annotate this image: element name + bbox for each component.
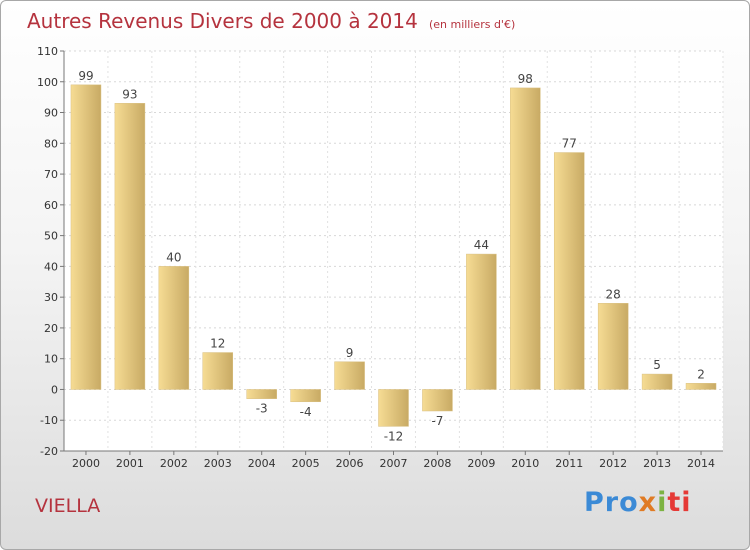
bar-2007 <box>378 389 409 427</box>
y-tick-label: -10 <box>40 414 58 427</box>
y-tick-label: 20 <box>44 322 58 335</box>
bar-2009 <box>466 253 497 390</box>
bar-2002 <box>158 266 190 390</box>
value-label-2006: 9 <box>346 346 354 360</box>
bar-2005 <box>290 389 321 403</box>
bar-2006 <box>334 361 365 390</box>
logo-part-1: Pro <box>584 487 639 518</box>
x-tick-label-2007: 2007 <box>380 457 408 470</box>
bar-2014 <box>685 383 717 390</box>
y-tick-label: 90 <box>44 107 58 120</box>
value-label-2008: -7 <box>431 414 443 428</box>
y-tick-label: 50 <box>44 230 58 243</box>
y-tick-label: 100 <box>37 76 58 89</box>
value-label-2013: 5 <box>653 358 661 372</box>
chart-title-block: Autres Revenus Divers de 2000 à 2014 (en… <box>27 9 515 33</box>
x-tick-label-2008: 2008 <box>423 457 451 470</box>
value-label-2000: 99 <box>78 69 93 83</box>
x-tick-label-2002: 2002 <box>160 457 188 470</box>
value-label-2003: 12 <box>210 337 225 351</box>
x-tick-label-2000: 2000 <box>72 457 100 470</box>
bar-2013 <box>641 373 673 390</box>
value-label-2005: -4 <box>300 405 312 419</box>
location-label: VIELLA <box>35 495 101 517</box>
bar-2010 <box>510 87 541 390</box>
x-tick-label-2004: 2004 <box>248 457 276 470</box>
x-tick-label-2012: 2012 <box>599 457 627 470</box>
logo-part-2: x <box>638 487 658 518</box>
x-tick-label-2013: 2013 <box>643 457 671 470</box>
bar-2011 <box>553 152 585 390</box>
y-tick-label: 40 <box>44 260 58 273</box>
bar-2003 <box>202 352 234 390</box>
proxiti-logo: Proxiti <box>584 487 692 518</box>
chart-unit: (en milliers d'€) <box>428 18 516 31</box>
x-tick-label-2011: 2011 <box>555 457 583 470</box>
bar-2001 <box>114 103 146 390</box>
logo-part-4: ti <box>667 487 692 518</box>
chart-title: Autres Revenus Divers de 2000 à 2014 <box>27 9 418 33</box>
value-label-2001: 93 <box>122 87 137 101</box>
bar-2012 <box>597 303 629 390</box>
y-tick-label: 60 <box>44 199 58 212</box>
value-label-2002: 40 <box>166 250 181 264</box>
x-tick-label-2009: 2009 <box>467 457 495 470</box>
y-tick-label: 70 <box>44 168 58 181</box>
bar-2008 <box>422 389 453 412</box>
x-tick-label-2014: 2014 <box>687 457 715 470</box>
x-tick-label-2001: 2001 <box>116 457 144 470</box>
bar-2000 <box>70 84 102 390</box>
y-tick-label: 30 <box>44 291 58 304</box>
y-tick-label: 0 <box>51 383 58 396</box>
x-tick-label-2010: 2010 <box>511 457 539 470</box>
value-label-2014: 2 <box>697 367 705 381</box>
value-label-2009: 44 <box>474 238 489 252</box>
x-tick-label-2005: 2005 <box>292 457 320 470</box>
x-tick-label-2003: 2003 <box>204 457 232 470</box>
value-label-2004: -3 <box>256 402 268 416</box>
bar-2004 <box>246 389 277 399</box>
value-label-2010: 98 <box>518 72 533 86</box>
value-label-2012: 28 <box>606 287 621 301</box>
y-tick-label: 80 <box>44 137 58 150</box>
value-label-2011: 77 <box>562 137 577 151</box>
y-tick-label: -20 <box>40 445 58 458</box>
logo-part-3: i <box>657 487 668 518</box>
y-tick-label: 110 <box>37 45 58 58</box>
y-tick-label: 10 <box>44 353 58 366</box>
value-label-2007: -12 <box>384 429 404 443</box>
x-tick-label-2006: 2006 <box>336 457 364 470</box>
